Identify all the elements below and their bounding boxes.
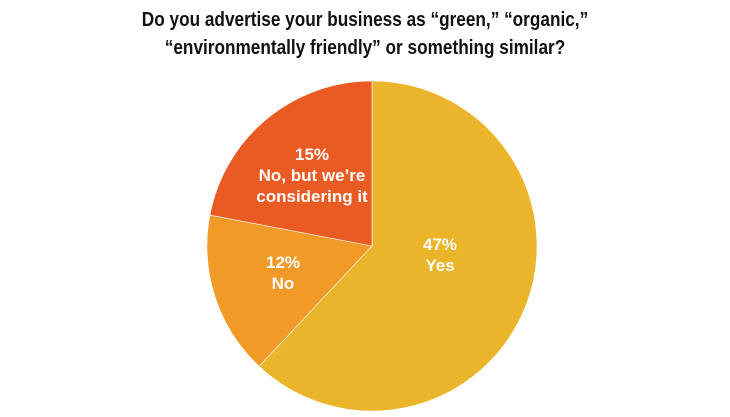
pie-slice-1 bbox=[258, 80, 538, 412]
pie-category-label-3: considering it bbox=[256, 187, 368, 206]
pie-slices bbox=[206, 80, 538, 412]
pie-category-label-1: Yes bbox=[425, 256, 454, 275]
pie-value-label-1: 47% bbox=[423, 235, 457, 254]
pie-category-label-2: No bbox=[272, 274, 295, 293]
pie-category-label-3: No, but we’re bbox=[259, 166, 366, 185]
pie-value-label-2: 12% bbox=[266, 253, 300, 272]
chart-title: Do you advertise your business as “green… bbox=[51, 6, 679, 62]
chart-title-line-1: Do you advertise your business as “green… bbox=[141, 9, 589, 31]
chart-title-line-2: “environmentally friendly” or something … bbox=[164, 37, 566, 59]
pie-value-label-3: 15% bbox=[295, 145, 329, 164]
pie-slice-3 bbox=[209, 80, 373, 247]
pie-slice-2 bbox=[206, 214, 373, 367]
pie-labels: 47% Yes 12% No 15% No, but we’re considering i… bbox=[256, 145, 457, 293]
